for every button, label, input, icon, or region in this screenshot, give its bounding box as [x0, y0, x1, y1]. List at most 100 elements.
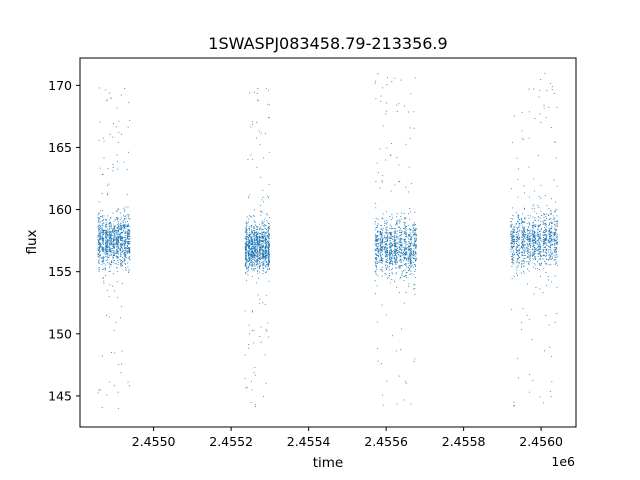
scatter-point [252, 124, 254, 125]
scatter-point [557, 225, 559, 227]
scatter-point [249, 92, 251, 94]
scatter-point [385, 113, 387, 115]
scatter-point [384, 241, 386, 243]
scatter-point [116, 210, 118, 212]
scatter-point [97, 244, 99, 245]
scatter-point [533, 235, 535, 237]
scatter-point [268, 251, 269, 253]
scatter-point [101, 231, 103, 233]
scatter-point [386, 220, 388, 222]
scatter-point [381, 218, 383, 220]
scatter-point [123, 253, 125, 255]
scatter-point [414, 294, 416, 296]
scatter-point [385, 227, 387, 228]
scatter-point [115, 126, 117, 128]
scatter-point [528, 233, 530, 235]
scatter-point [534, 253, 536, 255]
scatter-point [253, 256, 255, 258]
scatter-point [399, 219, 401, 221]
scatter-point [516, 157, 518, 159]
scatter-point [120, 263, 122, 265]
scatter-point [396, 256, 398, 258]
scatter-point [117, 221, 119, 223]
scatter-point [512, 235, 514, 237]
scatter-point [377, 231, 379, 233]
scatter-point [408, 270, 410, 272]
scatter-point [114, 219, 116, 221]
scatter-point [526, 242, 528, 244]
scatter-point [396, 157, 398, 159]
y-tick-label: 155 [48, 264, 72, 279]
scatter-point [555, 240, 556, 242]
scatter-point [511, 226, 512, 228]
scatter-point [533, 225, 535, 227]
scatter-point [522, 260, 524, 261]
scatter-point [511, 226, 513, 228]
scatter-point [546, 244, 548, 246]
scatter-point [547, 230, 549, 232]
scatter-point [112, 242, 114, 244]
scatter-point [128, 243, 130, 245]
scatter-point [539, 248, 541, 250]
scatter-point [262, 229, 264, 231]
scatter-point [548, 215, 549, 216]
scatter-point [518, 233, 520, 235]
scatter-point [121, 245, 123, 246]
scatter-point [549, 244, 551, 246]
scatter-point [103, 250, 105, 252]
scatter-point [522, 227, 524, 229]
scatter-point [257, 243, 258, 245]
scatter-point [116, 218, 118, 220]
scatter-point [123, 225, 125, 227]
scatter-point [261, 254, 263, 255]
scatter-point [555, 221, 557, 223]
scatter-point [105, 246, 107, 248]
scatter-point [386, 254, 388, 256]
scatter-point [110, 227, 112, 229]
scatter-point [266, 250, 267, 252]
scatter-point [379, 240, 381, 242]
scatter-point [537, 253, 539, 255]
scatter-point [398, 375, 400, 377]
scatter-point [119, 249, 121, 251]
scatter-point [414, 240, 416, 242]
scatter-point [260, 245, 262, 247]
scatter-point [124, 251, 125, 253]
scatter-point [385, 261, 387, 263]
scatter-point [550, 238, 552, 240]
scatter-point [257, 250, 258, 252]
scatter-point [99, 239, 101, 240]
scatter-point [396, 247, 398, 249]
scatter-point [384, 235, 386, 237]
scatter-point [251, 216, 253, 218]
scatter-point [129, 119, 131, 121]
scatter-point [120, 225, 122, 226]
scatter-point [413, 284, 415, 286]
scatter-point [244, 310, 246, 312]
scatter-point [405, 217, 407, 219]
scatter-point [380, 224, 382, 226]
scatter-point [109, 270, 111, 272]
scatter-point [524, 192, 525, 194]
scatter-point [377, 275, 379, 277]
scatter-point [261, 240, 263, 242]
scatter-point [118, 236, 120, 238]
scatter-point [119, 224, 121, 226]
scatter-point [511, 308, 513, 310]
scatter-point [247, 251, 249, 253]
scatter-point [268, 238, 270, 240]
scatter-point [128, 269, 130, 271]
scatter-point [127, 242, 129, 244]
scatter-point [265, 251, 267, 253]
scatter-point [124, 259, 126, 261]
scatter-point [253, 255, 255, 257]
scatter-point [544, 231, 546, 233]
scatter-point [112, 250, 114, 252]
scatter-point [390, 248, 392, 250]
scatter-point [521, 234, 523, 235]
scatter-point [415, 238, 417, 240]
scatter-point [109, 267, 111, 269]
scatter-point [405, 252, 407, 254]
scatter-point [404, 275, 406, 276]
scatter-point [532, 236, 534, 238]
